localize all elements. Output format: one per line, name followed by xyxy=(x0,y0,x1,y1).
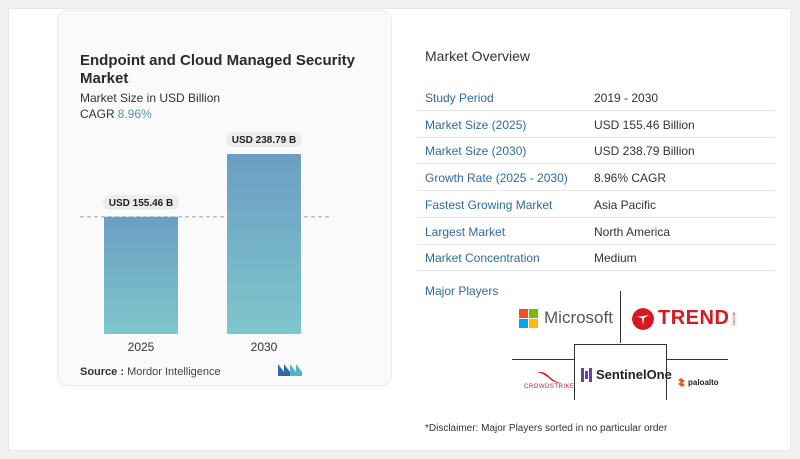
overview-row: Study Period 2019 - 2030 xyxy=(417,84,775,111)
sentinelone-logo: SentinelOne xyxy=(581,367,672,382)
overview-row-value: Medium xyxy=(594,251,637,266)
overview-row-value: 2019 - 2030 xyxy=(594,91,659,105)
source-label: Source : xyxy=(80,366,125,378)
disclaimer: *Disclaimer: Major Players sorted in no … xyxy=(425,423,668,434)
overview-row: Market Size (2025) USD 155.46 Billion xyxy=(417,111,775,138)
sentinelone-box-left xyxy=(574,344,575,400)
source-value: Mordor Intelligence xyxy=(127,366,221,378)
overview-title: Market Overview xyxy=(425,48,531,64)
sentinelone-label: SentinelOne xyxy=(596,367,672,382)
players-divider xyxy=(512,359,574,360)
sentinelone-box-right xyxy=(666,344,667,400)
mordor-logo-icon xyxy=(278,364,302,376)
crowdstrike-falcon-icon xyxy=(537,371,562,383)
cagr-label: CAGR xyxy=(80,107,115,121)
overview-row-label: Market Concentration xyxy=(425,251,540,266)
trend-micro-label: MICRO xyxy=(731,311,737,326)
trend-micro-logo: TREND MICRO xyxy=(632,307,736,330)
cagr-value: 8.96% xyxy=(117,107,152,121)
overview-row: Market Size (2030) USD 238.79 Billion xyxy=(417,137,775,165)
overview-row-label: Growth Rate (2025 - 2030) xyxy=(425,171,568,186)
overview-row-label: Fastest Growing Market xyxy=(425,197,553,212)
source-line: Source : Mordor Intelligence xyxy=(80,366,221,378)
overview-row-value: Asia Pacific xyxy=(594,197,657,212)
overview-row: Growth Rate (2025 - 2030) 8.96% CAGR xyxy=(417,164,775,192)
crowdstrike-label: CROWDSTRIKE xyxy=(524,384,575,390)
paloalto-icon xyxy=(678,378,685,387)
overview-row-label: Largest Market xyxy=(425,224,506,239)
overview-row-value: USD 155.46 Billion xyxy=(594,117,695,132)
sentinelone-box-top xyxy=(574,344,667,345)
microsoft-label: Microsoft xyxy=(544,308,613,327)
chart-title: Endpoint and Cloud Managed Security Mark… xyxy=(80,52,356,87)
microsoft-logo: Microsoft xyxy=(519,308,613,328)
overview-row-label: Study Period xyxy=(425,91,494,105)
players-divider xyxy=(620,291,621,343)
overview-row: Market Concentration Medium xyxy=(417,244,775,272)
overview-row: Largest Market North America xyxy=(417,218,775,245)
chart-subtitle: Market Size in USD Billion xyxy=(80,91,221,105)
overview-row-value: 8.96% CAGR xyxy=(594,171,667,186)
players-divider xyxy=(666,359,728,360)
sentinelone-icon xyxy=(581,367,592,382)
trend-micro-logo-icon xyxy=(632,307,654,330)
overview-row-label: Market Size (2030) xyxy=(425,144,527,159)
paloalto-logo: paloalto xyxy=(677,378,719,387)
overview-row-label: Market Size (2025) xyxy=(425,117,527,132)
overview-row-value: North America xyxy=(594,224,671,239)
overview-row-value: USD 238.79 Billion xyxy=(594,144,695,159)
trend-label: TREND xyxy=(658,307,730,329)
players-title: Major Players xyxy=(425,284,499,298)
paloalto-label: paloalto xyxy=(688,378,719,387)
crowdstrike-logo: CROWDSTRIKE xyxy=(524,370,575,390)
cagr-line: CAGR 8.96% xyxy=(80,107,152,121)
overview-row: Fastest Growing Market Asia Pacific xyxy=(417,191,775,218)
microsoft-logo-icon xyxy=(519,308,538,328)
